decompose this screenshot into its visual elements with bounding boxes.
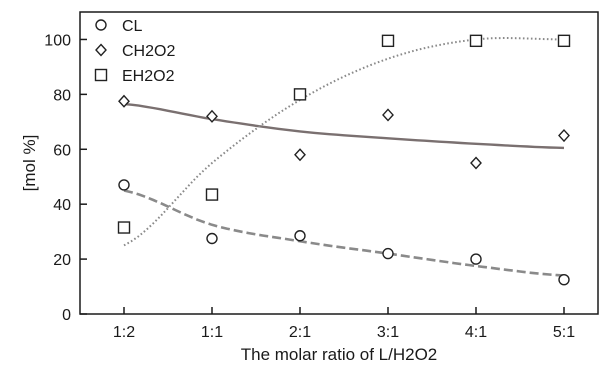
x-axis-label: The molar ratio of L/H2O2 [241, 345, 438, 364]
y-axis-label: [mol %] [20, 135, 39, 192]
y-tick-label: 60 [53, 142, 71, 159]
data-point-eh2o2 [205, 188, 219, 201]
data-point-cl [558, 273, 570, 286]
trendline-eh2o2 [123, 36, 565, 247]
data-point-cl [294, 230, 306, 242]
plot-area-frame [79, 11, 599, 315]
x-tick-label: 1:1 [201, 324, 223, 341]
data-point-eh2o2 [469, 34, 483, 48]
data-point-eh2o2 [381, 34, 395, 48]
legend-label-eh2o2: EH2O2 [122, 68, 175, 85]
legend-marker-eh2o2 [94, 68, 108, 82]
y-tick-label: 80 [53, 87, 71, 104]
x-tick-label: 2:1 [289, 324, 311, 341]
legend-marker-ch2o2 [95, 43, 107, 57]
legend-label-ch2o2: CH2O2 [122, 43, 175, 60]
data-points [117, 34, 571, 286]
data-point-eh2o2 [557, 34, 571, 48]
x-tick-label: 4:1 [465, 324, 487, 341]
data-point-eh2o2 [293, 88, 307, 101]
data-point-ch2o2 [382, 108, 394, 122]
data-point-cl [206, 232, 218, 245]
data-point-ch2o2 [118, 94, 130, 108]
tick-marks: 0 20 40 60 80 100 1:2 1:1 2:1 3:1 4:1 5:1 [44, 32, 575, 341]
y-tick-label: 0 [62, 307, 71, 324]
data-point-cl [470, 253, 482, 265]
legend: CL CH2O2 EH2O2 [94, 18, 175, 85]
x-tick-label: 3:1 [377, 324, 399, 341]
data-point-ch2o2 [558, 129, 570, 143]
data-point-eh2o2 [117, 221, 131, 234]
x-tick-label: 1:2 [113, 324, 135, 341]
trendline-ch2o2 [123, 102, 565, 150]
legend-marker-cl [95, 19, 107, 31]
data-point-cl [118, 179, 130, 191]
trendline-cl [123, 189, 565, 277]
data-point-ch2o2 [470, 156, 482, 170]
data-point-cl [382, 247, 394, 260]
trendlines [123, 36, 565, 277]
data-point-ch2o2 [206, 109, 218, 123]
legend-label-cl: CL [122, 18, 143, 35]
y-tick-label: 100 [44, 32, 71, 49]
y-tick-label: 40 [53, 197, 71, 214]
y-tick-label: 20 [53, 252, 71, 269]
x-tick-label: 5:1 [553, 324, 575, 341]
data-point-ch2o2 [294, 148, 306, 162]
